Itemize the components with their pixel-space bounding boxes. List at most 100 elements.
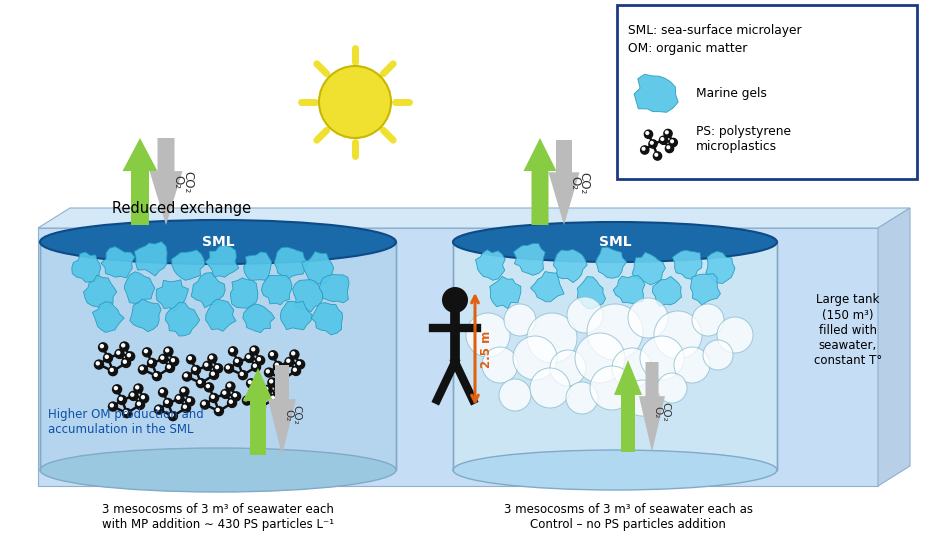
Polygon shape [156, 280, 189, 311]
Polygon shape [262, 275, 292, 305]
Polygon shape [205, 245, 239, 278]
Circle shape [181, 403, 191, 412]
Circle shape [235, 359, 239, 362]
Circle shape [228, 398, 237, 407]
Circle shape [655, 153, 658, 156]
Text: CO₂: CO₂ [181, 171, 194, 193]
Circle shape [285, 357, 294, 366]
Ellipse shape [40, 448, 396, 492]
Polygon shape [122, 138, 157, 225]
Circle shape [212, 372, 215, 375]
Text: Large tank
(150 m³)
filled with
seawater,
constant T°: Large tank (150 m³) filled with seawater… [814, 294, 882, 366]
Circle shape [215, 407, 224, 416]
Circle shape [154, 405, 164, 414]
Polygon shape [83, 275, 117, 310]
Circle shape [206, 385, 209, 387]
Circle shape [654, 311, 702, 359]
Text: 3 mesocosms of 3 m³ of seawater each
with MP addition ∼ 430 PS particles L⁻¹: 3 mesocosms of 3 m³ of seawater each wit… [102, 503, 334, 531]
Circle shape [204, 383, 214, 392]
Text: CO₂: CO₂ [577, 172, 590, 194]
Circle shape [291, 352, 295, 355]
Circle shape [642, 148, 645, 150]
Circle shape [247, 379, 255, 388]
Circle shape [189, 357, 191, 360]
Text: SML: SML [202, 235, 234, 249]
Circle shape [208, 354, 216, 363]
Polygon shape [513, 243, 545, 275]
Circle shape [141, 367, 143, 370]
Circle shape [648, 140, 657, 148]
Circle shape [128, 354, 130, 357]
Circle shape [671, 140, 673, 143]
Polygon shape [553, 249, 587, 282]
Circle shape [692, 304, 724, 336]
Circle shape [257, 357, 261, 361]
Circle shape [105, 355, 108, 359]
Polygon shape [635, 74, 678, 112]
Circle shape [110, 404, 113, 407]
Polygon shape [205, 299, 236, 331]
Polygon shape [596, 247, 626, 278]
Circle shape [587, 304, 643, 360]
Circle shape [703, 340, 733, 370]
Circle shape [164, 398, 172, 407]
Polygon shape [101, 246, 135, 278]
Circle shape [242, 396, 252, 405]
Circle shape [203, 402, 205, 405]
Circle shape [278, 375, 288, 384]
Circle shape [293, 369, 296, 371]
Circle shape [225, 364, 233, 373]
Circle shape [280, 376, 283, 380]
Circle shape [122, 344, 125, 347]
Circle shape [276, 364, 278, 366]
Bar [40, 242, 396, 470]
Circle shape [161, 356, 164, 359]
Circle shape [240, 372, 243, 375]
Circle shape [183, 405, 186, 408]
Circle shape [276, 390, 278, 392]
Circle shape [229, 400, 232, 403]
Circle shape [223, 391, 226, 394]
Circle shape [258, 405, 261, 407]
Polygon shape [319, 275, 349, 303]
FancyBboxPatch shape [617, 5, 917, 179]
Circle shape [252, 362, 261, 371]
Text: O₂: O₂ [171, 175, 184, 189]
Circle shape [129, 391, 138, 400]
Circle shape [590, 366, 634, 410]
Circle shape [665, 131, 668, 134]
Circle shape [650, 142, 653, 144]
Circle shape [504, 304, 536, 336]
Circle shape [144, 350, 147, 352]
Circle shape [298, 362, 301, 365]
Circle shape [226, 382, 235, 391]
Circle shape [499, 379, 531, 411]
Circle shape [640, 336, 684, 380]
Text: CO₂: CO₂ [291, 405, 301, 425]
Circle shape [527, 313, 577, 363]
Circle shape [216, 366, 218, 369]
Circle shape [646, 132, 648, 134]
Circle shape [198, 380, 202, 384]
Circle shape [166, 364, 175, 372]
Circle shape [244, 398, 247, 401]
Circle shape [187, 355, 195, 364]
Polygon shape [475, 250, 505, 280]
Circle shape [442, 287, 468, 313]
Circle shape [204, 363, 208, 366]
Polygon shape [72, 252, 101, 282]
Circle shape [255, 356, 265, 365]
Circle shape [253, 391, 256, 394]
Polygon shape [632, 252, 665, 285]
Circle shape [566, 382, 598, 414]
Circle shape [186, 397, 194, 406]
Polygon shape [531, 271, 564, 302]
Circle shape [113, 385, 121, 394]
Circle shape [136, 400, 144, 410]
Polygon shape [242, 304, 275, 332]
Circle shape [117, 396, 127, 405]
Circle shape [167, 365, 170, 368]
Bar [453, 242, 777, 470]
Polygon shape [549, 140, 579, 225]
Circle shape [149, 360, 153, 364]
